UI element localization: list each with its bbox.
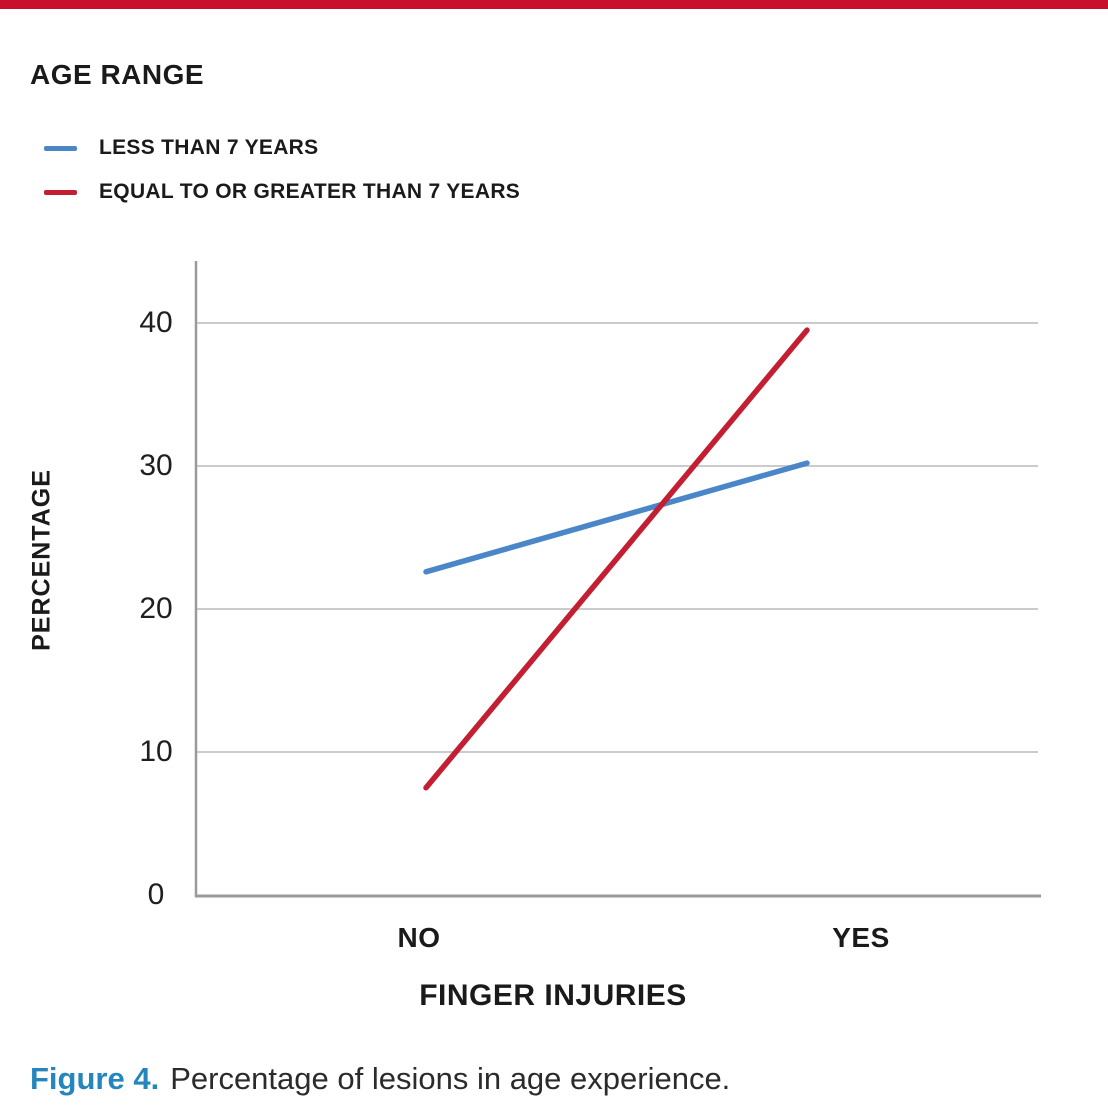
legend-title: AGE RANGE — [30, 59, 205, 90]
figure-caption-text: Percentage of lesions in age experience. — [170, 1061, 731, 1096]
figure-caption: Figure 4. Percentage of lesions in age ex… — [30, 1060, 730, 1097]
x-axis-title: FINGER INJURIES — [419, 979, 687, 1012]
y-axis-title: PERCENTAGE — [27, 469, 56, 651]
legend-item-equal-or-greater-7-years: EQUAL TO OR GREATER THAN 7 YEARS — [44, 179, 520, 205]
y-tick-label-20: 20 — [139, 592, 173, 625]
series-line-less-than-7-years — [423, 460, 810, 575]
y-tick-label-40: 40 — [139, 306, 173, 339]
y-tick-label-30: 30 — [139, 449, 173, 482]
horizontal-gridlines — [197, 322, 1038, 753]
legend-item-label: LESS THAN 7 YEARS — [99, 136, 319, 159]
legend-item-label: EQUAL TO OR GREATER THAN 7 YEARS — [99, 180, 521, 203]
legend-line-swatch-blue-icon — [44, 145, 77, 151]
page-top-accent-bar — [0, 0, 1108, 9]
legend-line-swatch-red-icon — [44, 189, 77, 195]
x-category-label-no: NO — [397, 922, 441, 953]
y-tick-label-10: 10 — [139, 735, 173, 768]
series-line-equal-or-greater-7-years — [423, 327, 810, 791]
figure-caption-number: Figure 4. — [30, 1061, 160, 1096]
legend-item-less-than-7-years: LESS THAN 7 YEARS — [44, 135, 318, 161]
x-category-label-yes: YES — [832, 922, 890, 953]
y-tick-label-0: 0 — [147, 878, 165, 911]
